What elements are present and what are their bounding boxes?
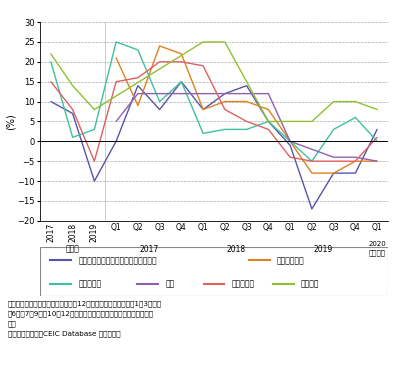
Y-axis label: (%): (%)	[6, 113, 16, 130]
Text: Q1: Q1	[285, 223, 296, 231]
Text: Q1: Q1	[372, 223, 382, 231]
Text: Q3: Q3	[328, 223, 339, 231]
Text: 2017: 2017	[139, 245, 158, 254]
Text: マレーシア: マレーシア	[231, 279, 254, 288]
Text: 備考：米ドルベースの各月データは12か月ごと、３か月ごと（1〜3月、４: 備考：米ドルベースの各月データは12か月ごと、３か月ごと（1〜3月、４	[8, 300, 162, 307]
Text: （年）: （年）	[66, 245, 80, 254]
Text: 2019: 2019	[313, 245, 332, 254]
Text: Q4: Q4	[263, 223, 274, 231]
Text: Q3: Q3	[241, 223, 252, 231]
Text: 2019: 2019	[90, 223, 99, 242]
Text: 2017: 2017	[46, 223, 55, 242]
Text: タイ: タイ	[165, 279, 174, 288]
Text: シンガポール（石油・再輸出を除く）: シンガポール（石油・再輸出を除く）	[78, 256, 157, 265]
Text: 〜6月、7〜9月、10〜12月）に合算し、前年比、前年同期比を求め: 〜6月、7〜9月、10〜12月）に合算し、前年比、前年同期比を求め	[8, 310, 154, 317]
Text: Q2: Q2	[132, 223, 143, 231]
Text: （年期）: （年期）	[369, 250, 386, 256]
Text: Q4: Q4	[176, 223, 187, 231]
Text: Q4: Q4	[350, 223, 361, 231]
Text: Q3: Q3	[154, 223, 165, 231]
Text: ベトナム: ベトナム	[301, 279, 320, 288]
Text: Q2: Q2	[220, 223, 230, 231]
Text: Q2: Q2	[306, 223, 317, 231]
Text: た。: た。	[8, 321, 17, 327]
Text: インドネシア: インドネシア	[277, 256, 304, 265]
Text: 2018: 2018	[68, 223, 77, 242]
Text: フィリピン: フィリピン	[78, 279, 102, 288]
Text: Q1: Q1	[198, 223, 208, 231]
Text: 2020: 2020	[368, 241, 386, 247]
Text: 2018: 2018	[226, 245, 245, 254]
Text: Q1: Q1	[111, 223, 122, 231]
Text: 資料：各国統計、CEIC Database から作成。: 資料：各国統計、CEIC Database から作成。	[8, 331, 121, 337]
